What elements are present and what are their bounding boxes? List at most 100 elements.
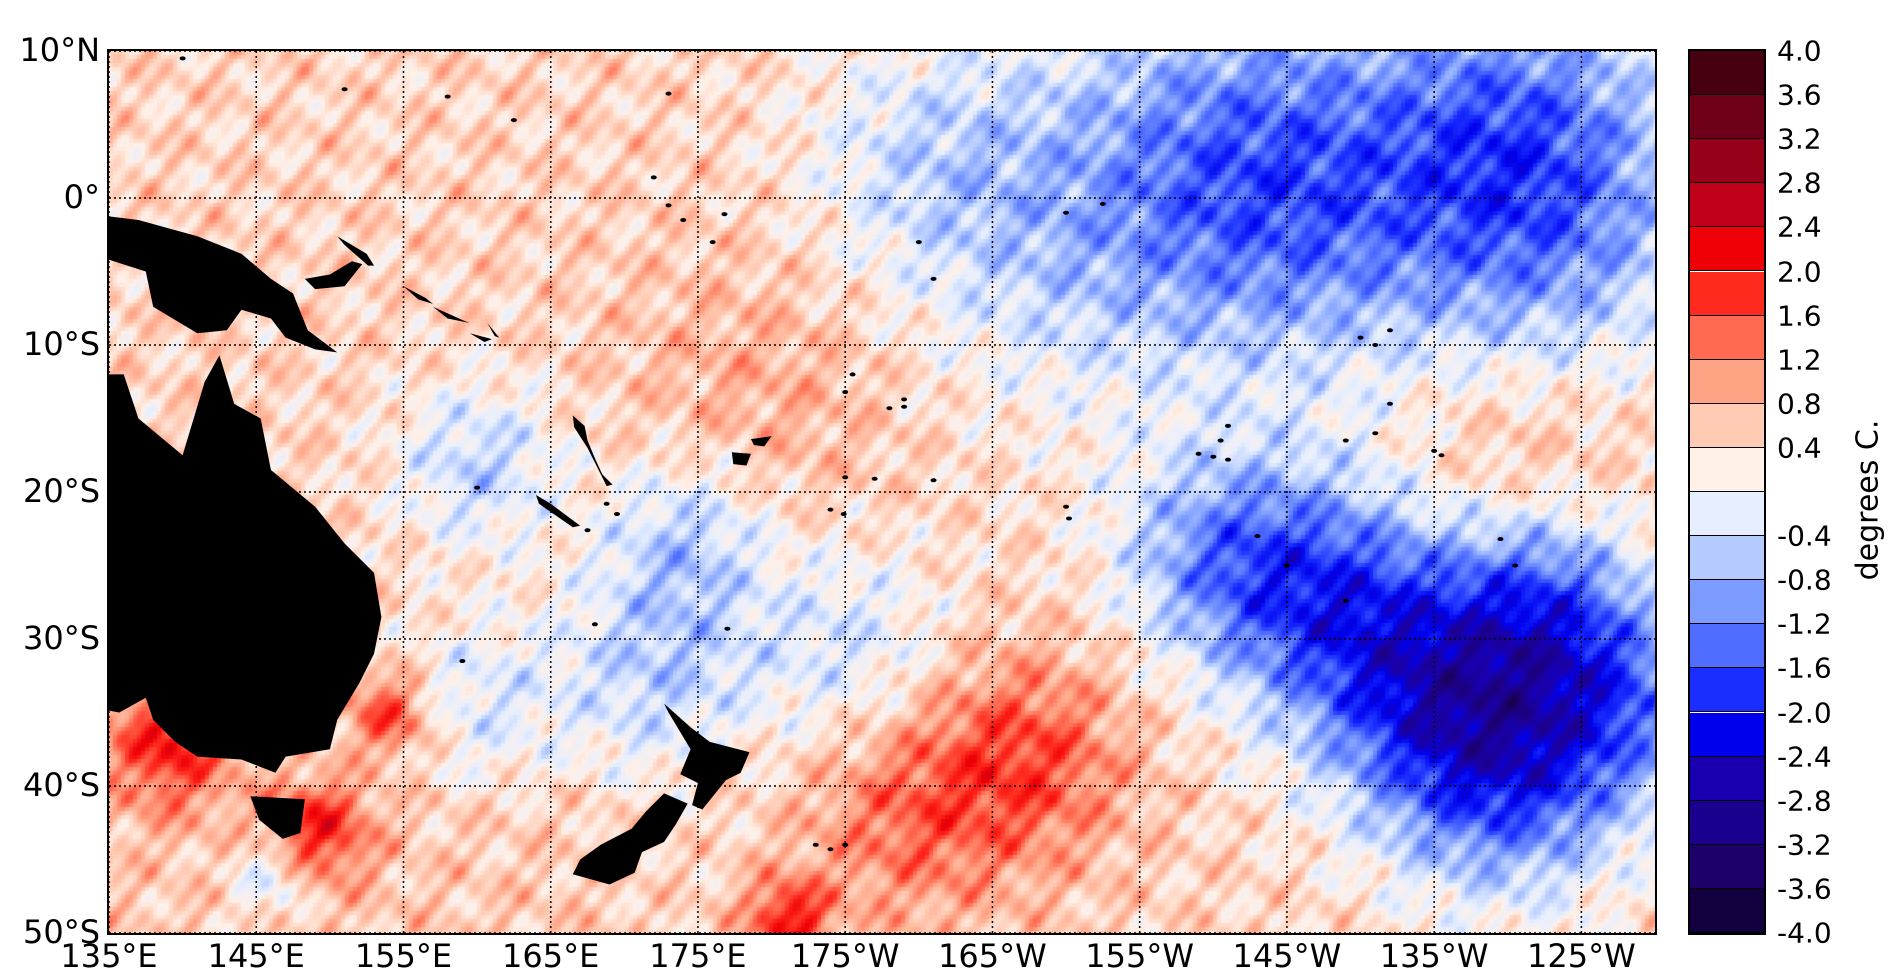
colorbar-tick-label: 3.2 (1777, 122, 1822, 156)
colorbar-tick-label: -0.4 (1777, 519, 1832, 553)
colorbar-segment (1690, 668, 1764, 713)
sst-anomaly-map (107, 49, 1657, 935)
colorbar-tick-label: -4.0 (1777, 916, 1832, 950)
latitude-tick-label: 0° (63, 178, 100, 216)
colorbar-segment (1690, 844, 1764, 889)
island (930, 276, 937, 281)
colorbar-tick-label: 0.4 (1777, 431, 1822, 465)
longitude-tick-label: 155°W (1085, 937, 1195, 975)
colorbar-segment (1690, 359, 1764, 404)
latitude-tick-label: 50°S (22, 913, 100, 951)
colorbar-segment (1690, 624, 1764, 669)
land-solomons-2 (432, 306, 470, 323)
land-solomons-3 (469, 333, 492, 343)
island (827, 847, 834, 852)
colorbar-segment (1690, 271, 1764, 316)
colorbar-segment (1690, 447, 1764, 492)
island (1342, 438, 1349, 443)
land-vanuatu (572, 415, 613, 487)
latitude-tick-label: 30°S (22, 619, 100, 657)
island (650, 175, 657, 180)
colorbar-label: degrees C. (1850, 419, 1886, 581)
island (1386, 401, 1393, 406)
island (724, 626, 731, 631)
island (1357, 335, 1364, 340)
island (886, 406, 893, 411)
colorbar-tick-label: -2.0 (1777, 696, 1832, 729)
island (1512, 563, 1519, 568)
island (680, 218, 687, 223)
longitude-tick-label: 135°E (60, 937, 158, 975)
island (1386, 328, 1393, 333)
colorbar-tick-label: 3.6 (1777, 78, 1822, 112)
island (1372, 431, 1379, 436)
island (901, 404, 908, 409)
island (444, 94, 451, 99)
land-fiji-1 (731, 452, 751, 466)
island (901, 397, 908, 402)
island (871, 476, 878, 481)
land-nz-north-island (664, 703, 750, 810)
island (849, 372, 856, 377)
island (1497, 537, 1504, 542)
colorbar-segment (1690, 536, 1764, 581)
land-new-ireland (337, 236, 375, 266)
longitude-tick-label: 125°W (1527, 937, 1636, 975)
island (1283, 563, 1290, 568)
colorbar-tick-label: -1.6 (1777, 651, 1832, 685)
colorbar-tick-label: -2.4 (1777, 740, 1832, 774)
colorbar-segment (1690, 227, 1764, 272)
colorbar-segment (1690, 183, 1764, 228)
colorbar-segment (1690, 95, 1764, 140)
colorbar-tick-label: -3.6 (1777, 872, 1832, 906)
island (603, 501, 610, 506)
island (812, 842, 819, 847)
longitude-tick-label: 165°W (938, 937, 1047, 975)
colorbar-tick-label: -1.2 (1777, 607, 1832, 641)
latitude-tick-label: 40°S (22, 766, 100, 804)
island (842, 842, 849, 847)
island (1342, 598, 1349, 603)
longitude-tick-label: 165°E (502, 937, 600, 975)
colorbar-tick-label: -2.8 (1777, 784, 1832, 818)
island (721, 212, 728, 217)
island (1063, 504, 1070, 509)
island (1210, 454, 1217, 459)
island (613, 512, 620, 517)
latitude-tick-label: 10°N (19, 31, 100, 69)
island (1063, 210, 1070, 215)
colorbar-segment (1690, 315, 1764, 360)
colorbar-segment (1690, 403, 1764, 448)
land-nz-south-island (572, 793, 688, 885)
island (1217, 438, 1224, 443)
map-overlay (109, 51, 1655, 933)
colorbar (1688, 49, 1766, 935)
colorbar-segment (1690, 139, 1764, 184)
island (665, 203, 672, 208)
land-fiji-2 (750, 436, 772, 447)
latitude-tick-label: 20°S (22, 472, 100, 510)
land-solomons-1 (403, 286, 433, 304)
anomaly-field (109, 51, 1655, 933)
colorbar-segment (1690, 712, 1764, 757)
colorbar-segment (1690, 756, 1764, 801)
land-tasmania (250, 796, 305, 839)
island (341, 87, 348, 92)
colorbar-segment (1690, 51, 1764, 96)
longitude-tick-label: 135°W (1379, 937, 1489, 975)
island (930, 478, 937, 483)
longitude-tick-label: 145°E (207, 937, 305, 975)
island (665, 91, 672, 96)
colorbar-tick-label: 4.0 (1777, 34, 1822, 68)
longitude-tick-label: 155°E (354, 937, 453, 975)
colorbar-segment (1690, 800, 1764, 845)
colorbar-tick-label: -0.8 (1777, 563, 1832, 597)
colorbar-segment (1690, 580, 1764, 625)
land-solomons-4 (487, 322, 500, 338)
island (179, 56, 186, 61)
land-australia (109, 355, 382, 773)
island (840, 512, 847, 517)
colorbar-tick-label: 0.8 (1777, 387, 1822, 421)
island (1225, 457, 1232, 462)
island (1195, 451, 1202, 456)
